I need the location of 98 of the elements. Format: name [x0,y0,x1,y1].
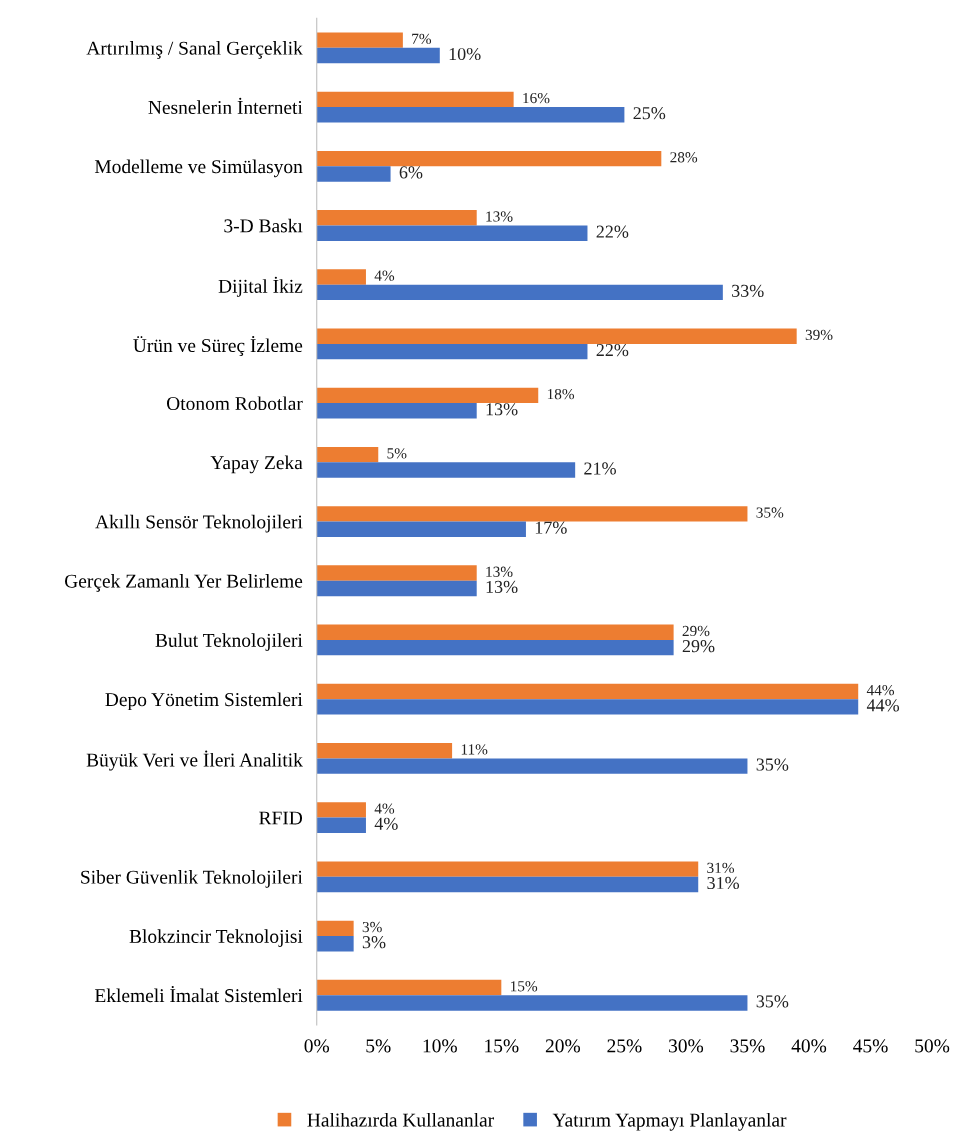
legend-label: Halihazırda Kullananlar [307,1112,494,1127]
x-tick-label: 5% [366,1039,391,1053]
bar [316,683,859,700]
bar [316,403,477,419]
data-label: 31% [707,862,735,873]
data-label: 5% [387,448,407,459]
data-label: 35% [756,995,789,1008]
y-tick-label: Ürün ve Süreç İzleme [133,335,303,357]
bar [316,743,453,759]
bar [316,225,588,241]
y-tick-label: Bulut Teknolojileri [155,633,303,651]
bar [316,107,625,123]
x-tick-label: 50% [915,1039,950,1053]
bar [316,699,859,715]
data-label: 29% [682,625,710,637]
y-tick-label: Eklemeli İmalat Sistemleri [94,986,303,1003]
y-tick-label: Otonom Robotlar [167,396,303,411]
bar [316,210,477,226]
data-label: 7% [412,33,432,45]
bar [316,758,748,774]
data-label: 11% [461,744,488,755]
data-label: 39% [805,329,833,341]
bar [316,876,699,893]
y-tick-label: Gerçek Zamanlı Yer Belirleme [64,574,303,592]
data-label: 10% [449,47,481,61]
bar [316,446,379,463]
data-label: 44% [866,699,900,712]
bar [316,91,514,108]
bar [316,817,366,834]
bar [316,506,748,522]
bar [316,521,526,537]
x-tick-label: 10% [423,1039,457,1053]
bar [316,639,674,656]
data-label: 4% [374,803,395,814]
data-label: 35% [756,507,784,518]
x-tick-label: 15% [485,1039,519,1053]
data-label: 18% [547,388,575,400]
bar [316,565,477,581]
bar [316,343,588,360]
x-tick-label: 45% [853,1039,888,1053]
data-label: 4% [374,817,398,830]
bar [316,47,440,64]
bar [316,936,354,952]
data-label: 6% [399,166,423,179]
y-tick-label: Modelleme ve Simülasyon [94,159,303,178]
bar [316,580,477,597]
bar [316,861,699,877]
bar [316,269,366,285]
bar [316,462,576,478]
data-label: 35% [756,758,789,771]
x-tick-label: 0% [304,1039,330,1053]
y-tick-label: Dijital İkiz [218,276,303,297]
bar [316,802,366,818]
data-label: 13% [486,566,513,577]
data-label: 22% [596,343,629,357]
bar [316,150,662,167]
bar [316,995,748,1011]
data-label: 29% [682,640,715,653]
data-label: 21% [584,462,616,475]
y-tick-label: 3-D Baskı [224,218,303,233]
data-label: 15% [511,981,538,992]
data-label: 44% [866,685,895,696]
x-tick-label: 40% [791,1039,827,1053]
y-tick-label: Yapay Zeka [210,455,303,474]
y-tick-label: Blokzincir Teknolojisi [129,929,303,947]
y-tick-label: Büyük Veri ve İleri Analitik [86,750,303,771]
bar [316,284,723,301]
data-label: 22% [596,225,629,238]
y-tick-label: Depo Yönetim Sistemleri [105,692,303,711]
x-tick-label: 30% [669,1039,704,1053]
bar [316,328,797,344]
bar [316,979,502,996]
bar [316,387,539,404]
y-tick-label: RFID [259,811,303,825]
y-tick-label: Artırılmış / Sanal Gerçeklik [86,41,303,59]
bar [316,920,354,937]
x-tick-label: 35% [730,1039,765,1053]
data-label: 3% [362,936,386,949]
y-tick-label: Siber Güvenlik Teknolojileri [81,870,303,888]
data-label: 17% [535,521,567,534]
data-label: 3% [362,921,382,933]
x-tick-label: 20% [545,1039,581,1053]
data-label: 13% [486,580,518,594]
data-label: 33% [732,284,764,297]
data-label: 28% [670,152,698,163]
bar [316,166,391,182]
legend-label: Yatırım Yapmayı Planlayanlar [552,1112,787,1131]
bar [316,32,403,48]
data-label: 25% [633,107,666,120]
bar [316,624,674,640]
y-tick-label: Nesnelerin İnterneti [148,97,303,114]
data-label: 13% [486,211,513,222]
data-label: 4% [374,270,395,281]
data-label: 13% [486,403,518,416]
x-tick-label: 25% [607,1039,642,1053]
y-tick-label: Akıllı Sensör Teknolojileri [95,514,303,533]
data-label: 16% [523,92,550,104]
data-label: 31% [707,876,740,890]
